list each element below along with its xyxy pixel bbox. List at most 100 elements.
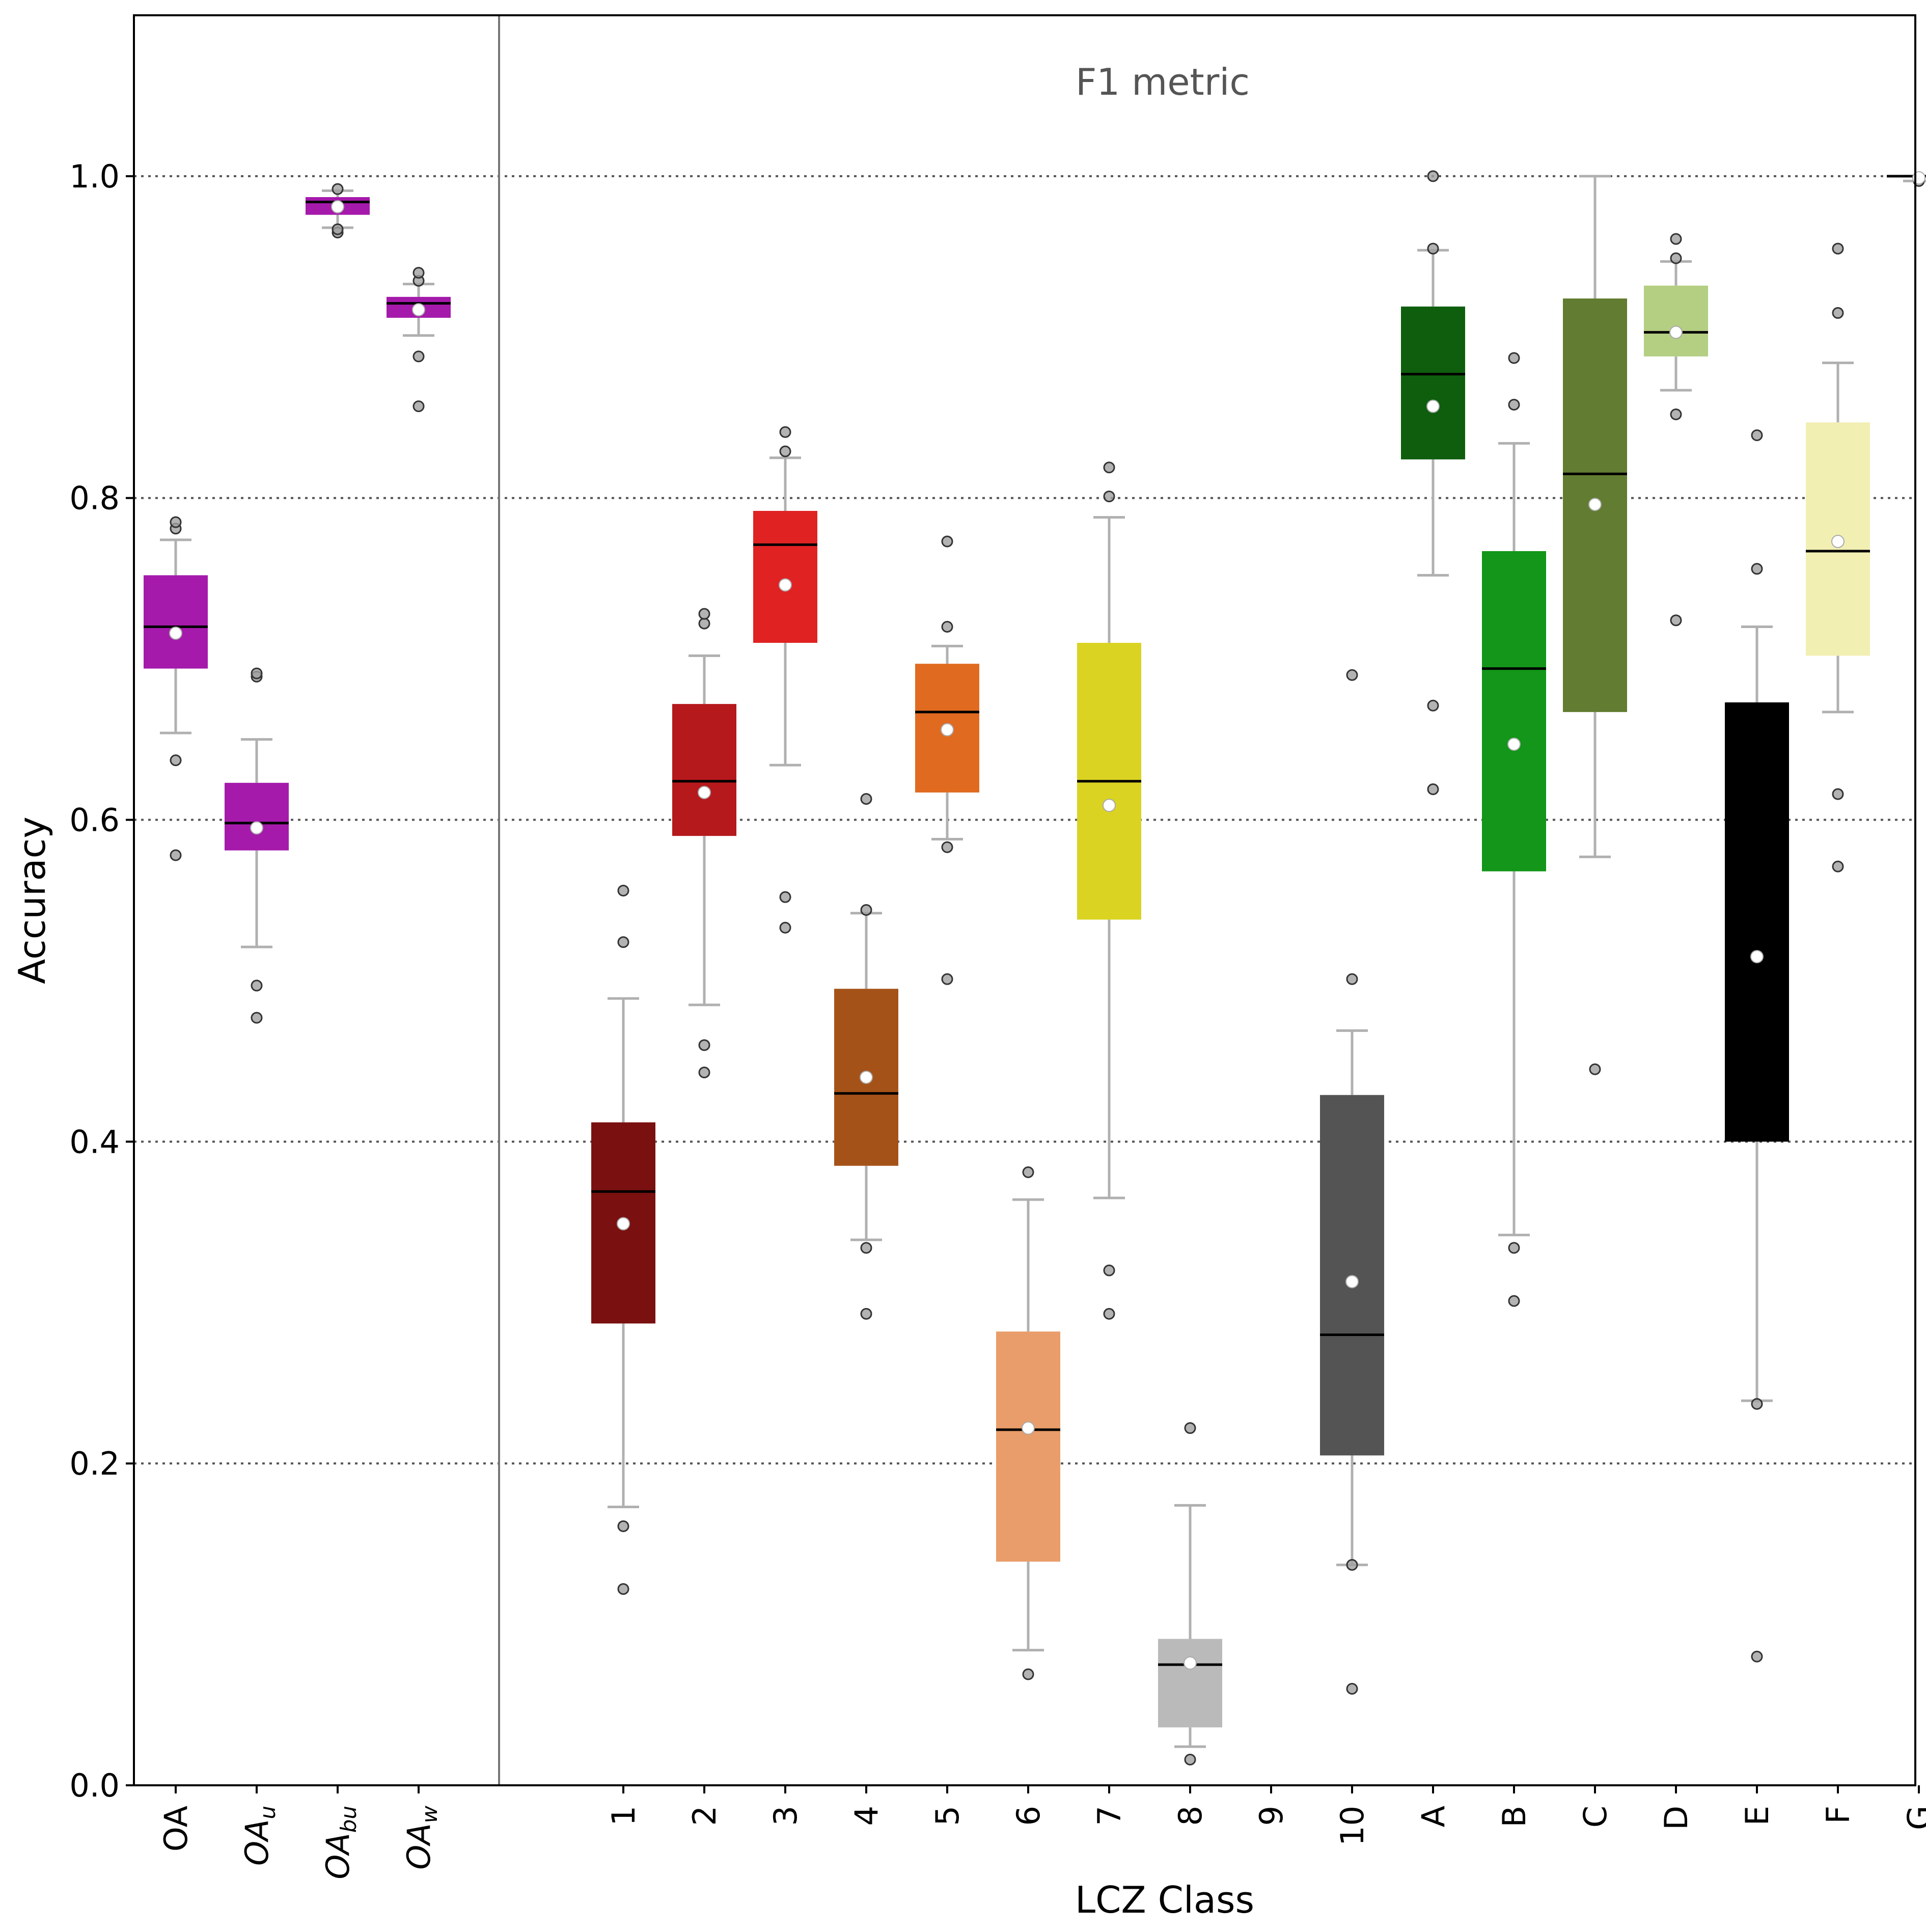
outlier-point xyxy=(617,1583,629,1595)
x-tick-label: 5 xyxy=(929,1806,966,1826)
outlier-point xyxy=(1346,1682,1358,1695)
outlier-point xyxy=(1670,614,1682,627)
x-tick-label: 7 xyxy=(1091,1806,1128,1826)
box-6 xyxy=(996,1331,1060,1562)
y-axis-label: Accuracy xyxy=(11,817,53,984)
outlier-point xyxy=(1751,563,1763,575)
mean-marker xyxy=(250,821,263,835)
outlier-point xyxy=(617,885,629,897)
x-tick-label-main: OA xyxy=(319,1833,356,1879)
x-tick-label: A xyxy=(1415,1806,1452,1827)
x-tick-label-subscript: w xyxy=(417,1805,442,1823)
x-tick-label: OAw xyxy=(400,1805,442,1869)
outlier-point xyxy=(170,516,182,528)
mean-marker xyxy=(1345,1275,1359,1289)
x-tick-label-subscript: u xyxy=(255,1806,280,1819)
outlier-point xyxy=(332,183,344,195)
outlier-point xyxy=(332,223,344,235)
outlier-point xyxy=(941,535,953,548)
box-B xyxy=(1482,551,1546,872)
x-tick-label-main: OA xyxy=(238,1819,276,1866)
outlier-point xyxy=(1427,170,1439,182)
outlier-point xyxy=(1103,1308,1115,1320)
outlier-point xyxy=(1832,242,1844,255)
x-axis-label: LCZ Class xyxy=(1075,1879,1254,1921)
metric-annotation: F1 metric xyxy=(1076,61,1250,103)
mean-marker xyxy=(1669,325,1683,339)
outlier-point xyxy=(1751,429,1763,442)
mean-marker xyxy=(412,303,425,317)
outlier-point xyxy=(860,1242,872,1254)
mean-marker xyxy=(1184,1656,1197,1670)
x-tick-label-main: OA xyxy=(400,1823,437,1869)
outlier-point xyxy=(860,793,872,805)
x-tick-label: 4 xyxy=(848,1806,885,1826)
x-tick-label: 8 xyxy=(1172,1806,1209,1826)
y-axis-ticks: 0.0 0.2 0.4 0.6 0.8 1.0 xyxy=(69,158,134,1804)
outlier-point xyxy=(1670,233,1682,245)
outlier-point xyxy=(779,891,791,903)
outlier-point xyxy=(1427,242,1439,255)
outlier-point xyxy=(1346,1559,1358,1571)
x-tick-label: OA xyxy=(157,1806,195,1852)
mean-marker xyxy=(779,578,792,592)
outlier-point xyxy=(1751,1650,1763,1663)
outlier-point xyxy=(1508,1242,1520,1254)
x-tick-label: 2 xyxy=(686,1806,723,1826)
outlier-point xyxy=(698,1067,710,1079)
outlier-point xyxy=(412,350,425,363)
mean-marker xyxy=(1831,535,1845,549)
box-8 xyxy=(1158,1639,1222,1728)
mean-marker xyxy=(1588,498,1602,511)
y-tick-label: 0.2 xyxy=(69,1445,120,1482)
outlier-point xyxy=(1427,699,1439,712)
box-E xyxy=(1725,702,1789,1142)
outlier-point xyxy=(617,1520,629,1532)
mean-marker xyxy=(1103,799,1116,812)
mean-marker xyxy=(1426,399,1440,413)
mean-marker xyxy=(860,1071,873,1084)
mean-marker xyxy=(698,785,711,799)
x-tick-label: 3 xyxy=(767,1806,804,1826)
y-tick-label: 0.6 xyxy=(69,802,120,839)
mean-marker xyxy=(1022,1421,1035,1435)
boxes-layer xyxy=(144,170,1926,1765)
outlier-point xyxy=(698,1039,710,1051)
outlier-point xyxy=(412,266,425,279)
x-tick-label: 10 xyxy=(1334,1806,1371,1846)
outlier-point xyxy=(1184,1422,1196,1434)
x-tick-label: G xyxy=(1901,1806,1926,1830)
outlier-point xyxy=(941,973,953,985)
y-tick-label: 0.4 xyxy=(69,1123,120,1160)
outlier-point xyxy=(170,849,182,861)
outlier-point xyxy=(1508,352,1520,364)
x-tick-label: D xyxy=(1658,1806,1695,1830)
outlier-point xyxy=(1589,1063,1601,1075)
outlier-point xyxy=(251,1012,263,1024)
y-tick-label: 1.0 xyxy=(69,158,120,195)
outlier-point xyxy=(1103,491,1115,503)
outlier-point xyxy=(1508,1295,1520,1307)
outlier-point xyxy=(779,445,791,457)
x-tick-label: 1 xyxy=(605,1806,642,1826)
outlier-point xyxy=(1751,1398,1763,1410)
x-tick-label: OAbu xyxy=(319,1806,361,1880)
box-A xyxy=(1401,306,1465,459)
mean-marker xyxy=(617,1217,630,1231)
outlier-point xyxy=(1022,1166,1034,1178)
outlier-point xyxy=(1103,1264,1115,1276)
outlier-point xyxy=(1832,860,1844,873)
outlier-point xyxy=(1184,1753,1196,1765)
x-axis-ticks: OAOAuOAbuOAw12345678910ABCDEFG xyxy=(157,1785,1926,1880)
outlier-point xyxy=(941,620,953,633)
outlier-point xyxy=(617,936,629,948)
outlier-point xyxy=(251,979,263,992)
outlier-point xyxy=(1670,408,1682,420)
outlier-point xyxy=(779,921,791,934)
y-tick-label: 0.0 xyxy=(69,1767,120,1804)
mean-marker xyxy=(331,200,344,213)
outlier-point xyxy=(860,1308,872,1320)
plot-frame xyxy=(133,14,1916,1786)
outlier-point xyxy=(1670,252,1682,264)
mean-marker xyxy=(169,627,182,640)
